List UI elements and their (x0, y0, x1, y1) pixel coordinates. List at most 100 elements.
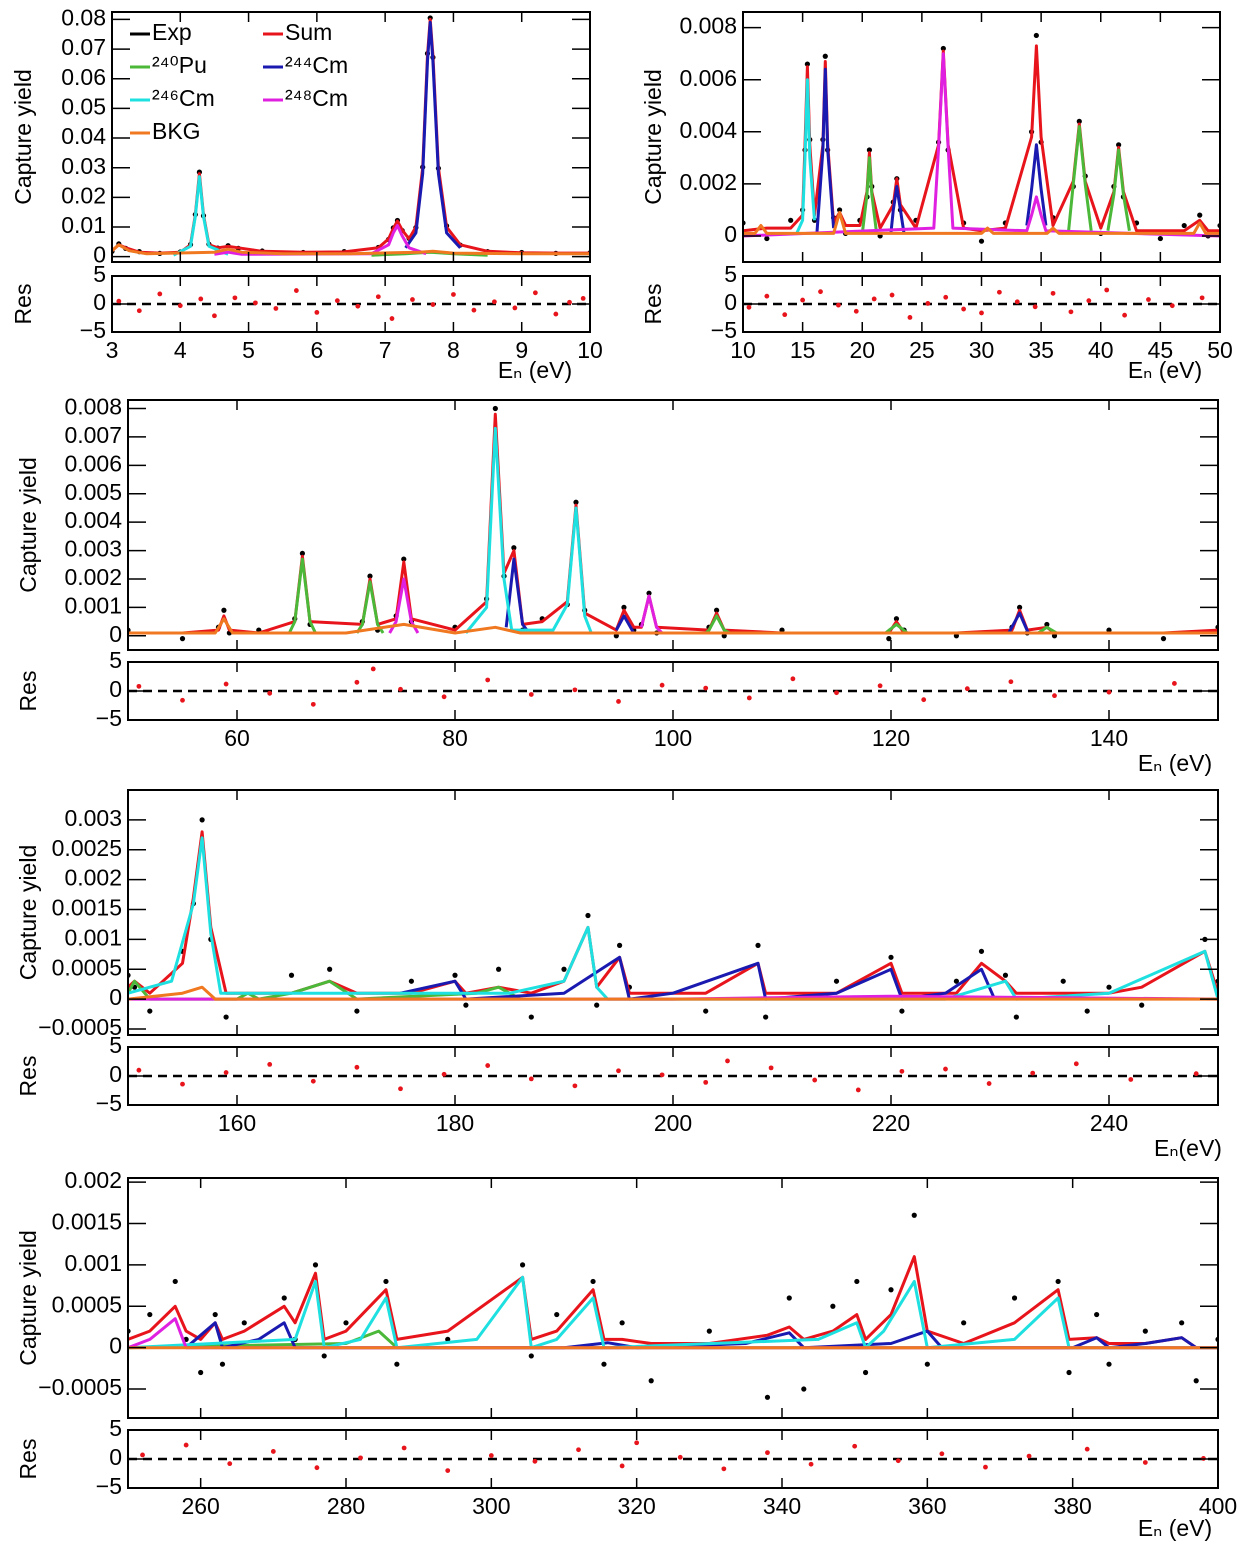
residual-point (1142, 1460, 1148, 1465)
data-point (1106, 1361, 1112, 1367)
data-point (1084, 1008, 1090, 1014)
residual-point (398, 1086, 403, 1092)
y-axis-title: Capture yield (15, 845, 41, 981)
x-tick-label: 240 (1090, 1110, 1128, 1136)
residual-point (1050, 290, 1056, 296)
y-tick-label: 0.05 (61, 93, 106, 119)
residual-point (895, 1458, 901, 1464)
residual-point (136, 308, 142, 314)
residual-point (532, 290, 538, 296)
x-tick-label: 8 (447, 337, 460, 363)
series-line (128, 412, 1218, 635)
y-axis-title: Capture yield (10, 69, 36, 205)
data-point (212, 1311, 218, 1318)
residual-point (1104, 287, 1110, 293)
residual-point (572, 1083, 578, 1089)
data-point (1179, 1320, 1185, 1326)
residual-point (572, 687, 578, 693)
y-tick-label: 0 (109, 1061, 122, 1087)
y-tick-label: 5 (724, 261, 737, 287)
x-tick-label: 40 (1088, 337, 1114, 363)
data-point (1017, 604, 1023, 610)
data-point (601, 1361, 607, 1367)
plot-frame (127, 1046, 1219, 1106)
y-tick-label: 0.0025 (52, 835, 122, 861)
data-point (327, 966, 333, 972)
y-tick-label: −5 (711, 317, 737, 343)
series-line (128, 1275, 1218, 1350)
residual-point (1032, 304, 1038, 310)
data-point (764, 235, 770, 242)
residual-point (1008, 679, 1014, 685)
residual-point (925, 301, 931, 306)
residual-point (401, 1445, 407, 1451)
residual-point (430, 302, 436, 307)
data-point (561, 966, 567, 972)
data-point (288, 972, 295, 978)
residual-point (1122, 312, 1127, 318)
residual-point (528, 692, 534, 697)
y-tick-label: 0.006 (679, 65, 737, 91)
x-axis-title: Eₙ (eV) (1128, 357, 1202, 383)
residual-point (1086, 298, 1092, 304)
data-point (554, 1311, 560, 1318)
legend-label: ²⁴⁴Cm (285, 52, 348, 78)
y-tick-label: 0.002 (64, 865, 122, 891)
residual-point (1073, 1061, 1079, 1067)
data-point (1044, 621, 1050, 628)
data-point (463, 1002, 469, 1008)
x-tick-label: 60 (224, 725, 250, 751)
x-tick-label: 160 (218, 1110, 256, 1136)
x-axis-title: Eₙ (eV) (1138, 1515, 1212, 1541)
y-tick-label: 5 (109, 647, 122, 673)
x-tick-label: 280 (327, 1493, 365, 1519)
y-tick-label: 0.004 (64, 507, 122, 533)
y-tick-label: 0.008 (64, 394, 122, 420)
residual-point (790, 676, 796, 682)
series-line (185, 1321, 1198, 1350)
x-tick-label: 10 (577, 337, 603, 363)
plot-frame (742, 11, 1221, 263)
residual-point (576, 1447, 581, 1453)
data-point (179, 636, 186, 642)
data-point (519, 1262, 526, 1268)
plot-area (112, 288, 590, 321)
residual-point (492, 299, 497, 305)
series-line (464, 426, 593, 634)
residual-point (180, 1081, 185, 1087)
y-tick-label: −5 (96, 705, 122, 731)
y-tick-label: 0.08 (61, 4, 106, 30)
residual-point (358, 1455, 363, 1461)
y-tick-label: −0.0005 (38, 1014, 122, 1040)
residual-point (445, 1468, 451, 1473)
data-point (452, 972, 458, 978)
y-tick-label: −0.0005 (38, 1374, 122, 1400)
data-point (1106, 984, 1112, 990)
y-tick-label: 0.0005 (52, 954, 122, 980)
residual-point (314, 1465, 320, 1471)
residual-point (979, 310, 984, 316)
data-point (804, 61, 810, 67)
series-line (128, 985, 1218, 1001)
x-tick-label: 220 (872, 1110, 910, 1136)
residual-point (619, 1463, 625, 1469)
residual-point (855, 1087, 861, 1093)
data-point (961, 1320, 967, 1326)
data-point (786, 1295, 792, 1301)
residual-point (877, 683, 883, 689)
residual-point (899, 1068, 905, 1074)
residual-point (273, 306, 279, 311)
data-point (223, 1014, 229, 1020)
y-tick-label: 0 (724, 221, 737, 247)
residual-point (782, 312, 788, 318)
residual-point (659, 1072, 665, 1078)
x-axis-title: Eₙ(eV) (1154, 1135, 1222, 1161)
residual-point (659, 682, 665, 688)
x-tick-label: 320 (617, 1493, 655, 1519)
residual-point (354, 679, 360, 685)
x-tick-label: 400 (1199, 1493, 1237, 1519)
series-line (743, 211, 1220, 235)
data-point (1076, 118, 1082, 124)
data-point (496, 966, 502, 972)
